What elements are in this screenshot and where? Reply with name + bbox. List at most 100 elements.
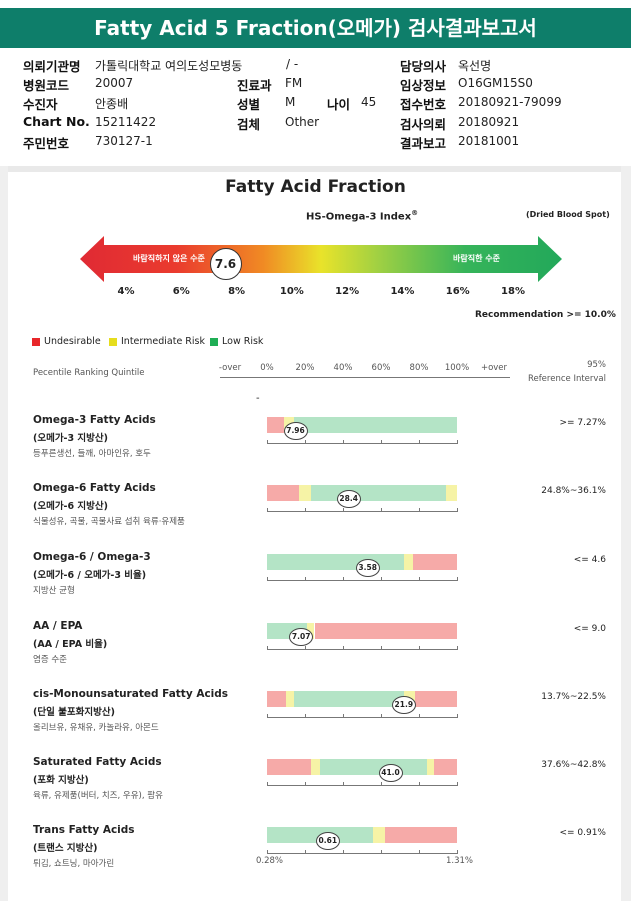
index-tick-label: 8%: [228, 286, 246, 297]
bar-segment-green: [320, 759, 427, 775]
ref-header-interval: Reference Interval: [527, 374, 606, 384]
index-tick-label: 6%: [172, 286, 190, 297]
bar-segment-yellow: [373, 827, 385, 843]
reference-interval: <= 0.91%: [559, 828, 606, 838]
row-axis-tick: [305, 440, 306, 444]
info-label-specimen: 검체: [237, 117, 261, 132]
info-label-request-date: 검사의뢰: [400, 117, 447, 132]
bar-segment-red: [413, 554, 457, 570]
row-foods: 식물성유, 곡물, 곡물사료 섭취 육류·유제품: [33, 517, 185, 527]
row-foods: 튀김, 쇼트닝, 마아가린: [33, 859, 115, 869]
info-value-hospital-code: 20007: [95, 76, 134, 90]
row-axis: [267, 649, 457, 650]
result-bar: [267, 759, 457, 775]
bar-segment-yellow: [299, 485, 311, 501]
info-label-doctor: 담당의사: [400, 59, 447, 74]
arrow-right-label: 바람직한 수준: [453, 254, 500, 263]
row-axis: [267, 853, 457, 854]
legend-undesirable: Undesirable: [32, 336, 101, 347]
result-bar: [267, 691, 457, 707]
legend-label: Intermediate Risk: [121, 336, 206, 347]
bar-segment-green: [310, 485, 446, 501]
reference-interval: 37.6%~42.8%: [541, 760, 606, 770]
row-axis-tick: [457, 850, 458, 854]
row-axis-tick: [267, 508, 268, 512]
row-subtitle: (AA / EPA 비율): [33, 639, 108, 650]
info-value-report-date: 20181001: [458, 134, 520, 148]
row-subtitle: (포화 지방산): [33, 775, 89, 786]
reference-interval: 13.7%~22.5%: [541, 692, 606, 702]
result-marker: 7.07: [289, 628, 314, 646]
bar-segment-red: [384, 827, 457, 843]
row-title: cis-Monounsaturated Fatty Acids: [33, 688, 229, 700]
row-axis-tick: [381, 508, 382, 512]
row-axis-tick: [457, 646, 458, 650]
info-value-sex: M: [285, 95, 296, 109]
legend-swatch-green: [210, 337, 218, 346]
bar-segment-red: [267, 691, 286, 707]
info-label-department: 진료과: [237, 78, 272, 93]
row-axis-tick: [343, 850, 344, 854]
legend-swatch-yellow: [109, 337, 117, 346]
info-label-patient: 수진자: [23, 97, 58, 112]
row-subtitle: (오메가-6 지방산): [33, 501, 108, 512]
info-label-report-date: 결과보고: [400, 136, 447, 151]
row-axis-tick: [457, 714, 458, 718]
reference-interval: 24.8%~36.1%: [541, 486, 606, 496]
info-value-request-date: 20180921: [458, 115, 520, 129]
scale-header-label: -over: [218, 363, 242, 373]
row-axis-tick: [343, 440, 344, 444]
row-axis-tick: [267, 646, 268, 650]
row-subtitle: (오메가-6 / 오메가-3 비율): [33, 570, 147, 581]
row-axis-tick: [343, 646, 344, 650]
result-marker: 41.0: [378, 764, 403, 782]
bar-segment-red: [267, 417, 285, 433]
info-value-receipt-no: 20180921-79099: [458, 95, 562, 109]
dash-mark: -: [256, 393, 260, 404]
legend-intermediate: Intermediate Risk: [109, 336, 205, 347]
result-bar: [267, 485, 457, 501]
percentile-header: Pecentile Ranking Quintile: [33, 368, 145, 378]
bar-segment-red: [434, 759, 457, 775]
index-title: HS-Omega-3 Index®: [306, 209, 418, 222]
result-marker: 3.58: [355, 559, 380, 577]
row-axis-tick: [457, 508, 458, 512]
row-axis-tick: [419, 440, 420, 444]
info-slash: / -: [286, 57, 299, 71]
row-axis-tick: [381, 782, 382, 786]
info-value-age: 45: [361, 95, 377, 109]
row-foods: 올리브유, 유채유, 카놀라유, 아몬드: [33, 723, 159, 733]
row-axis-tick: [343, 714, 344, 718]
arrow-left-label: 바람직하지 않은 수준: [133, 254, 205, 263]
bar-segment-red: [314, 623, 457, 639]
row-axis-tick: [381, 577, 382, 581]
omega3-index-arrow: [80, 236, 562, 282]
row-axis-tick: [381, 714, 382, 718]
reference-interval: <= 9.0: [573, 624, 606, 634]
bar-segment-yellow: [403, 554, 414, 570]
row-title: Saturated Fatty Acids: [33, 756, 162, 768]
bar-segment-yellow: [286, 691, 294, 707]
row-axis-tick: [419, 782, 420, 786]
bar-segment-green: [293, 417, 457, 433]
row-axis-tick: [343, 508, 344, 512]
row-axis: [267, 785, 457, 786]
legend-swatch-red: [32, 337, 40, 346]
report-title: Fatty Acid 5 Fraction(오메가) 검사결과보고서: [0, 8, 631, 48]
info-value-chart-no: 15211422: [95, 115, 157, 129]
row-axis-tick: [267, 577, 268, 581]
right-margin: [621, 166, 631, 901]
bar-segment-red: [267, 759, 311, 775]
section-title: Fatty Acid Fraction: [225, 177, 406, 197]
row-axis-tick: [305, 577, 306, 581]
left-margin: [0, 166, 8, 901]
divider: [0, 166, 631, 172]
scale-max: 1.31%: [446, 856, 474, 866]
bar-segment-red: [267, 485, 300, 501]
result-marker: 0.61: [315, 832, 340, 850]
legend-low-risk: Low Risk: [210, 336, 263, 347]
row-subtitle: (트랜스 지방산): [33, 843, 98, 854]
scale-min: 0.28%: [256, 856, 284, 866]
row-axis-tick: [457, 782, 458, 786]
dried-blood-spot: (Dried Blood Spot): [526, 210, 610, 219]
